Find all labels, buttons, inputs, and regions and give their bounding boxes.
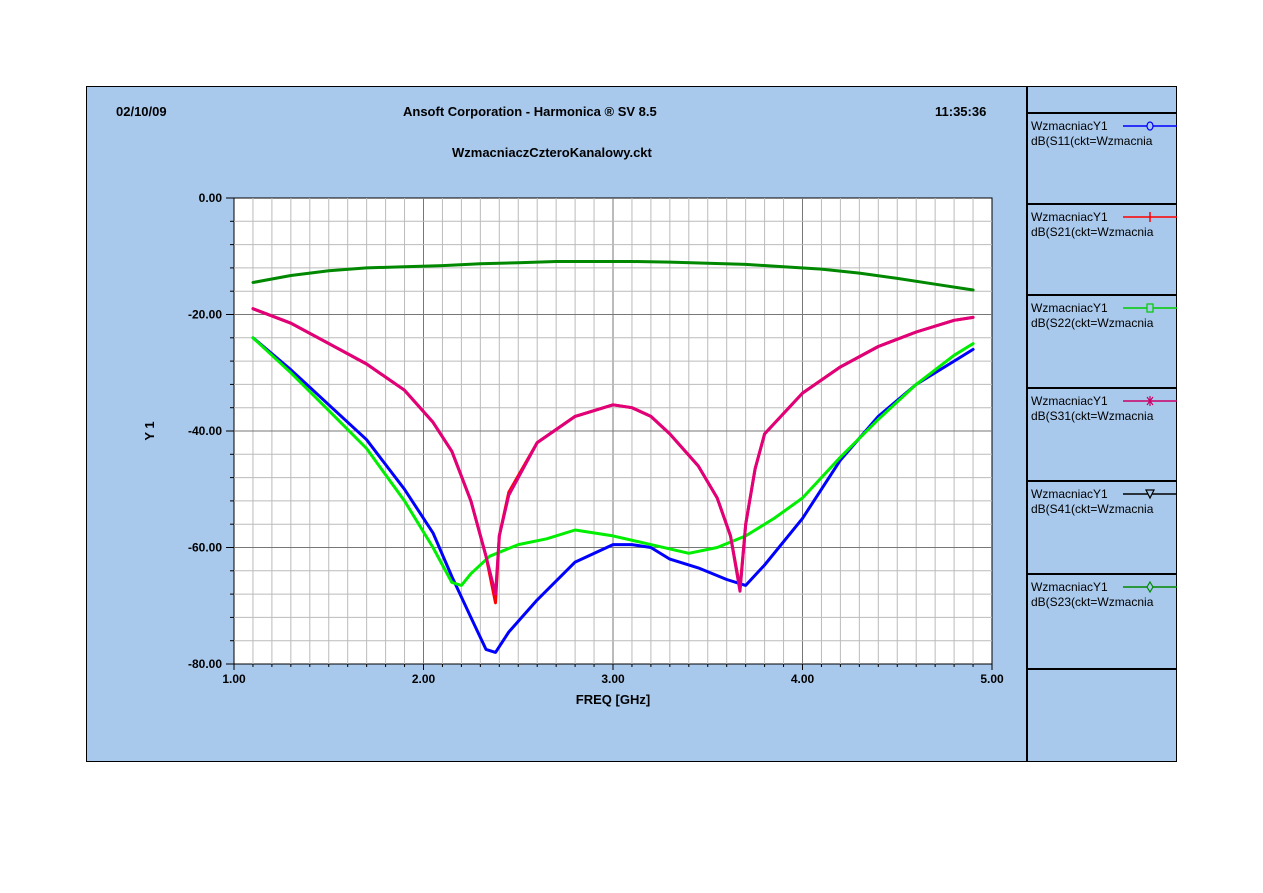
x-axis-label: FREQ [GHz] [576, 692, 650, 707]
legend-tick-marker-icon [1123, 212, 1177, 222]
y-tick-label: -60.00 [188, 541, 222, 555]
x-tick-label: 2.00 [412, 672, 436, 686]
y-tick-label: -40.00 [188, 424, 222, 438]
legend-entry-name: WzmacniacY1 [1031, 580, 1108, 594]
legend-entry-name: WzmacniacY1 [1031, 487, 1108, 501]
series-line-5 [251, 260, 975, 292]
circuit-file-title: WzmacniaczCzteroKanalowy.ckt [452, 145, 652, 160]
legend-entry: WzmacniacY1 dB(S31(ckt=Wzmacnia [1028, 387, 1177, 477]
legend-entry: WzmacniacY1 dB(S11(ckt=Wzmacnia [1028, 112, 1177, 202]
legend-square-marker-icon [1123, 303, 1177, 313]
legend-diamond-marker-icon [1123, 581, 1177, 593]
x-tick-label: 5.00 [980, 672, 1004, 686]
legend-entry: WzmacniacY1 dB(S23(ckt=Wzmacnia [1028, 573, 1177, 663]
series-line-1 [251, 336, 975, 654]
x-tick-label: 1.00 [222, 672, 246, 686]
legend-entry-expression: dB(S31(ckt=Wzmacnia [1031, 409, 1154, 423]
legend-entry: WzmacniacY1 dB(S21(ckt=Wzmacnia [1028, 203, 1177, 293]
y-axis-label: Y 1 [142, 421, 157, 440]
legend-entry-name: WzmacniacY1 [1031, 301, 1108, 315]
legend-entry-expression: dB(S11(ckt=Wzmacnia [1031, 134, 1153, 148]
date-label: 02/10/09 [116, 104, 167, 119]
time-label: 11:35:36 [935, 104, 987, 119]
legend-bottom-rule [1028, 668, 1177, 670]
series-line-3 [251, 336, 975, 587]
legend-entry-name: WzmacniacY1 [1031, 119, 1108, 133]
legend-entry-expression: dB(S22(ckt=Wzmacnia [1031, 316, 1154, 330]
series-line-4 [251, 307, 975, 596]
y-tick-label: 0.00 [199, 191, 223, 205]
x-tick-label: 4.00 [791, 672, 815, 686]
y-tick-label: -20.00 [188, 308, 222, 322]
y-tick-label: -80.00 [188, 657, 222, 671]
legend-divider [1026, 86, 1028, 762]
legend-triangle-marker-icon [1123, 489, 1177, 500]
app-title: Ansoft Corporation - Harmonica ® SV 8.5 [403, 104, 657, 119]
legend-entry-expression: dB(S41(ckt=Wzmacnia [1031, 502, 1154, 516]
legend-entry: WzmacniacY1 dB(S22(ckt=Wzmacnia [1028, 294, 1177, 384]
x-tick-label: 3.00 [601, 672, 625, 686]
legend-entry: WzmacniacY1 dB(S41(ckt=Wzmacnia [1028, 480, 1177, 570]
legend-entry-expression: dB(S21(ckt=Wzmacnia [1031, 225, 1154, 239]
legend-entry-name: WzmacniacY1 [1031, 394, 1108, 408]
legend-entry-expression: dB(S23(ckt=Wzmacnia [1031, 595, 1154, 609]
legend-entry-name: WzmacniacY1 [1031, 210, 1108, 224]
legend-circle-marker-icon [1123, 121, 1177, 131]
legend-star-marker-icon [1123, 396, 1177, 406]
